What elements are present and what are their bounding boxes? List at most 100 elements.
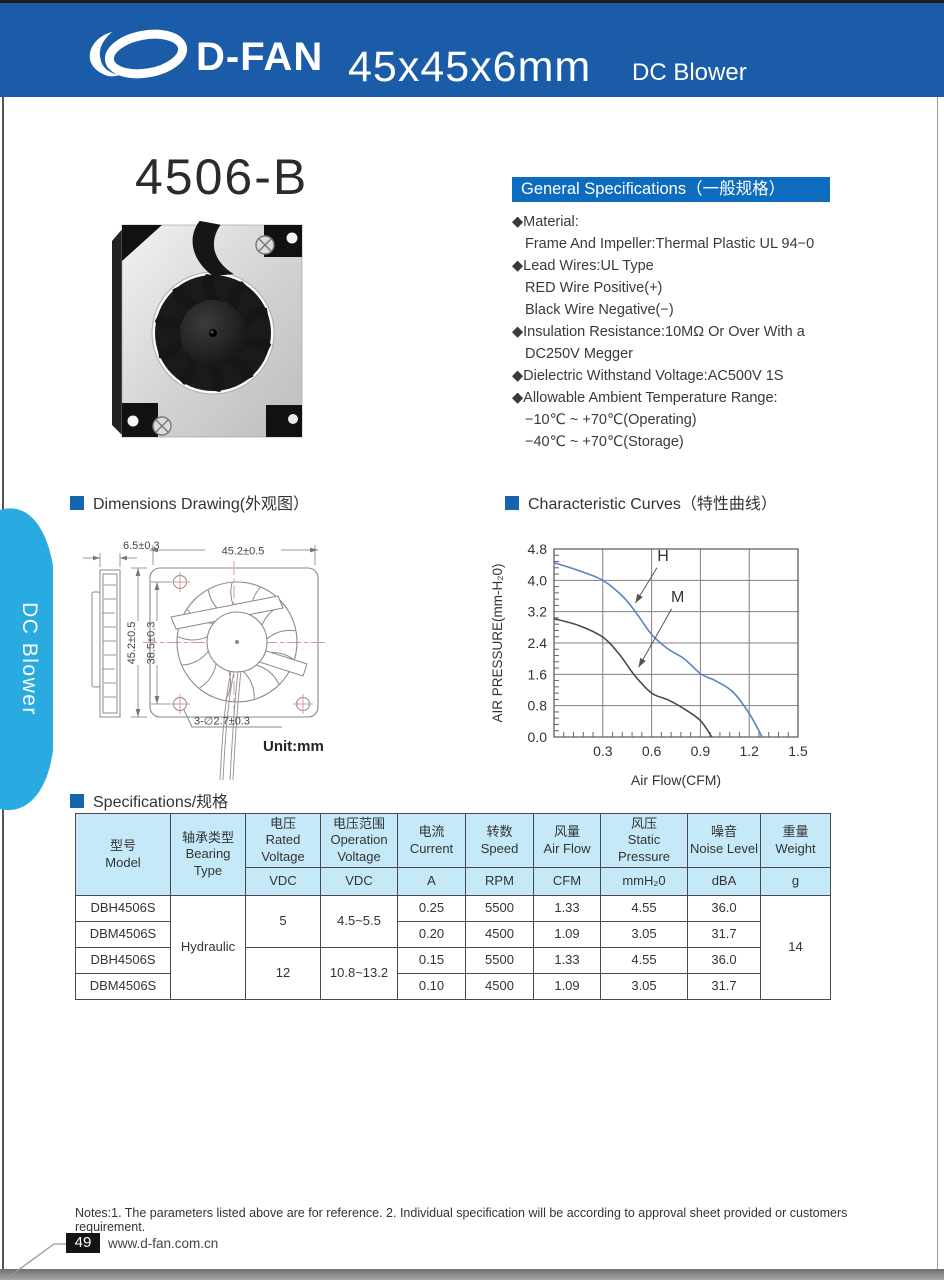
blue-square-icon [70, 794, 84, 808]
section-specifications-heading: Specifications/规格 [70, 788, 228, 812]
dim-holes-label: 3-∅2.7±0.3 [194, 716, 250, 728]
general-specs-list: ◆Material: Frame And Impeller:Thermal Pl… [512, 211, 852, 453]
drawing-unit-label: Unit:mm [263, 738, 324, 755]
table-row: DBH4506S Hydraulic 5 4.5~5.5 0.25 5500 1… [75, 895, 831, 1000]
cell-static-pressure: 4.55 [600, 947, 688, 974]
svg-text:M: M [671, 589, 684, 606]
svg-text:H: H [657, 548, 669, 565]
cell-current: 0.25 [397, 895, 466, 922]
impeller-drawing [170, 581, 308, 703]
col-header-model: 型号 Model [75, 813, 171, 896]
spec-line: Frame And Impeller:Thermal Plastic UL 94… [525, 236, 815, 252]
unit-weight: g [760, 867, 831, 896]
cell-model: DBM4506S [75, 973, 171, 1000]
chart-x-axis-label: Air Flow(CFM) [631, 772, 721, 788]
page-header: D-FAN 45x45x6mm DC Blower [0, 0, 944, 97]
section-specifications-label: Specifications/规格 [93, 794, 229, 811]
page-edge-bar [0, 1269, 944, 1280]
spec-line: ◆Allowable Ambient Temperature Range: [512, 390, 778, 406]
col-header-current: 电流 Current [397, 813, 466, 868]
cell-model: DBH4506S [75, 895, 171, 922]
cell-air-flow: 1.33 [533, 895, 601, 922]
dim-thickness-label: 6.5±0.3 [123, 540, 160, 552]
page-number-badge: 49 [66, 1233, 100, 1253]
sidebar-tab-label: DC Blower [17, 602, 41, 716]
section-dimensions-label: Dimensions Drawing(外观图） [93, 496, 310, 513]
page-border-right [937, 97, 938, 1269]
spec-line: ◆Dielectric Withstand Voltage:AC500V 1S [512, 368, 784, 384]
cell-rated-voltage: 5 [245, 895, 321, 948]
cell-weight: 14 [760, 895, 831, 1000]
spec-line: ◆Lead Wires:UL Type [512, 258, 654, 274]
svg-text:4.0: 4.0 [528, 572, 548, 588]
spec-line: Black Wire Negative(−) [525, 302, 674, 318]
svg-text:0.0: 0.0 [528, 729, 548, 745]
spec-line: RED Wire Positive(+) [525, 280, 663, 296]
product-photo [112, 220, 303, 438]
svg-text:0.8: 0.8 [528, 698, 548, 714]
cell-model: DBH4506S [75, 947, 171, 974]
cell-static-pressure: 3.05 [600, 973, 688, 1000]
col-header-noise: 噪音 Noise Level [687, 813, 761, 868]
cell-speed: 4500 [465, 921, 534, 948]
cell-current: 0.15 [397, 947, 466, 974]
d-fan-logo-icon [89, 29, 188, 79]
product-size-title: 45x45x6mm [348, 43, 592, 91]
brand-name: D-FAN [196, 35, 324, 79]
svg-text:1.6: 1.6 [528, 666, 548, 682]
dim-height-label: 45.2±0.5 [126, 622, 138, 665]
cell-air-flow: 1.33 [533, 947, 601, 974]
general-specs-header: General Specifications（一般规格） [512, 177, 830, 202]
table-row: DBM4506S 0.10 4500 1.09 3.05 31.7 [75, 973, 831, 1000]
cell-speed: 5500 [465, 895, 534, 922]
col-header-weight: 重量 Weight [760, 813, 831, 868]
col-header-speed: 转数 Speed [465, 813, 534, 868]
blue-square-icon [70, 496, 84, 510]
cell-speed: 5500 [465, 947, 534, 974]
unit-noise: dBA [687, 867, 761, 896]
svg-text:2.4: 2.4 [528, 635, 548, 651]
cell-bearing-type: Hydraulic [170, 895, 246, 1000]
unit-speed: RPM [465, 867, 534, 896]
svg-text:0.6: 0.6 [642, 743, 662, 759]
cell-current: 0.10 [397, 973, 466, 1000]
footer-notes: Notes:1. The parameters listed above are… [75, 1206, 848, 1234]
unit-air-flow: CFM [533, 867, 601, 896]
spec-line: DC250V Megger [525, 346, 633, 362]
cell-operation-voltage: 10.8~13.2 [320, 947, 398, 1000]
table-row: DBH4506S 12 10.8~13.2 0.15 5500 1.33 4.5… [75, 947, 831, 1000]
cell-speed: 4500 [465, 973, 534, 1000]
section-curves-label: Characteristic Curves（特性曲线） [528, 496, 777, 513]
dim-width-label: 45.2±0.5 [222, 546, 265, 558]
col-header-static-pressure: 风压 Static Pressure [600, 813, 688, 868]
unit-operation-voltage: VDC [320, 867, 398, 896]
specifications-table: 型号 Model 轴承类型 Bearing Type 电压 Rated Voltage… [75, 813, 831, 1000]
unit-current: A [397, 867, 466, 896]
cell-air-flow: 1.09 [533, 973, 601, 1000]
col-header-rated-voltage: 电压 Rated Voltage [245, 813, 321, 868]
col-header-bearing: 轴承类型 Bearing Type [170, 813, 246, 896]
side-view [91, 569, 121, 718]
svg-text:1.5: 1.5 [788, 743, 808, 759]
col-header-air-flow: 风量 Air Flow [533, 813, 601, 868]
characteristic-curves-chart: AIR PRESSURE(mm-H₂0) Air Flow(CFM) 0.0 0.… [490, 541, 808, 788]
spec-line: ◆Material: [512, 214, 579, 230]
spec-line: ◆Insulation Resistance:10MΩ Or Over With… [512, 324, 805, 340]
unit-static-pressure: mmH₂0 [600, 867, 688, 896]
spec-line: −40℃ ~ +70℃(Storage) [525, 434, 684, 450]
blue-square-icon [505, 496, 519, 510]
cell-noise: 36.0 [687, 947, 761, 974]
svg-text:1.2: 1.2 [739, 743, 759, 759]
cell-model: DBM4506S [75, 921, 171, 948]
cell-air-flow: 1.09 [533, 921, 601, 948]
cell-current: 0.20 [397, 921, 466, 948]
model-title: 4506-B [135, 149, 309, 205]
dimensions-drawing: 6.5±0.3 45.2±0.5 45.2±0.5 38.5±0.3 [83, 540, 325, 781]
sidebar-tab-shape [0, 508, 53, 811]
svg-text:0.3: 0.3 [593, 743, 613, 759]
dim-hole-spacing-label: 38.5±0.3 [146, 622, 158, 665]
section-curves-heading: Characteristic Curves（特性曲线） [505, 490, 777, 514]
unit-rated-voltage: VDC [245, 867, 321, 896]
sidebar-category-tab: DC Blower [0, 500, 57, 818]
